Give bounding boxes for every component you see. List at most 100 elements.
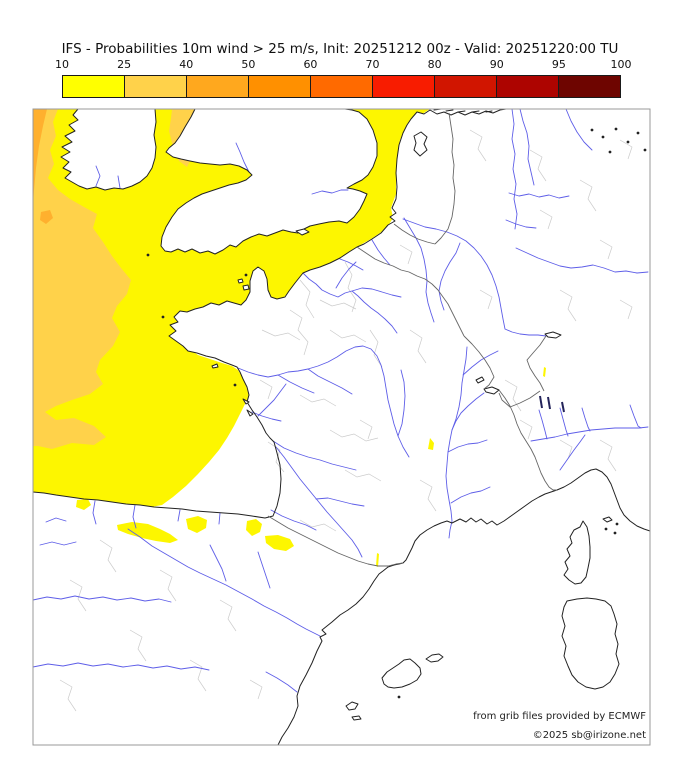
colorbar-tick-labels: 10 25 40 50 60 70 80 90 95 100 <box>0 58 680 71</box>
ile-oleron <box>246 409 254 417</box>
river-saone <box>451 346 468 431</box>
river-isere <box>447 439 488 453</box>
river-lot <box>315 497 365 507</box>
ile-de-re <box>242 398 250 405</box>
river-tajo <box>32 662 210 671</box>
colorbar-tick-80: 80 <box>427 58 442 71</box>
border-ch-east <box>526 335 547 392</box>
elba <box>602 516 613 523</box>
map-frame <box>32 108 651 746</box>
lake-geneva <box>483 386 500 395</box>
coast-ireland <box>60 108 157 191</box>
river-somme <box>339 258 364 271</box>
lake-garda <box>561 401 565 413</box>
colorbar-segment-80-90 <box>435 76 497 97</box>
river-po <box>530 426 649 442</box>
river-thames <box>311 189 349 195</box>
languedoc-spot <box>376 553 379 567</box>
sea-prob-25-40-region <box>33 109 131 449</box>
river-charente <box>251 411 282 422</box>
ijsselmeer <box>413 131 428 157</box>
river-vienne <box>257 383 287 417</box>
colorbar-segment-90-95 <box>497 76 559 97</box>
colorbar-segment-50-60 <box>249 76 311 97</box>
colorbar-segment-70-80 <box>373 76 435 97</box>
rivers <box>32 108 649 693</box>
attribution-source: from grib files provided by ECMWF <box>473 711 646 722</box>
colorbar-tick-50: 50 <box>241 58 256 71</box>
colorbar-tick-25: 25 <box>117 58 132 71</box>
pyrenees-patch-3 <box>246 519 262 536</box>
coast-formentera <box>351 715 362 721</box>
coast-corsica <box>563 520 591 585</box>
jersey <box>242 284 250 291</box>
river-neckar <box>505 219 537 229</box>
river-allier <box>397 369 406 437</box>
land-probability-patches <box>76 367 546 567</box>
cantabrian-coast-patch <box>76 499 91 510</box>
lake-como <box>547 396 551 410</box>
sea-prob-40-50-region <box>33 109 47 204</box>
lake-maggiore <box>539 395 543 409</box>
river-marne <box>351 287 402 298</box>
sea-prob-40-50-blob <box>40 210 53 224</box>
guernsey <box>237 278 244 284</box>
colorbar-tick-95: 95 <box>551 58 566 71</box>
attribution-copyright: ©2025 sb@irizone.net <box>533 730 646 741</box>
border-ch-it <box>498 390 541 408</box>
river-elbe <box>565 108 593 151</box>
colorbar-segment-40-50 <box>187 76 249 97</box>
colorbar-tick-60: 60 <box>303 58 318 71</box>
coastlines <box>32 108 651 746</box>
river-duero <box>32 595 172 603</box>
pyrenees-patch-1 <box>117 522 178 543</box>
border-fr-ch <box>463 335 495 390</box>
continent-landmass <box>33 109 650 745</box>
lake-neuchatel <box>475 376 485 384</box>
river-main <box>508 192 570 199</box>
lake-constance <box>544 331 562 339</box>
river-meuse <box>403 217 435 323</box>
colorbar-tick-40: 40 <box>179 58 194 71</box>
coast-mediterranean <box>277 468 651 746</box>
coast-menorca <box>425 653 444 663</box>
pyrenees-patch-2 <box>186 516 207 533</box>
border-fr-es <box>267 515 404 567</box>
colorbar-segment-60-70 <box>311 76 373 97</box>
colorbar-tick-10: 10 <box>55 58 69 71</box>
colorbar-segment-10-25 <box>63 76 125 97</box>
river-weser <box>511 108 518 230</box>
colorbar <box>62 75 621 98</box>
river-dordogne <box>272 440 357 471</box>
alpine-lakes <box>539 395 565 413</box>
river-cher <box>307 368 353 395</box>
colorbar-tick-70: 70 <box>365 58 380 71</box>
border-be-nl <box>393 223 436 245</box>
alps-spot <box>543 367 546 377</box>
river-moselle <box>438 242 461 311</box>
border-nl-de <box>434 112 456 245</box>
river-durance <box>450 486 491 504</box>
river-escaut <box>371 239 391 266</box>
coast-mallorca <box>381 658 422 689</box>
river-rhine <box>402 218 547 337</box>
colorbar-tick-100: 100 <box>610 58 632 71</box>
coast-ibiza <box>345 701 359 711</box>
ireland-landmass <box>61 109 156 190</box>
coast-continent-west <box>32 108 507 519</box>
river-oise <box>335 261 357 289</box>
river-garonne <box>275 446 363 558</box>
river-danube <box>515 247 649 274</box>
chart-title: IFS - Probabilities 10m wind > 25 m/s, I… <box>61 41 619 57</box>
river-rhone <box>445 392 485 539</box>
colorbar-segment-95-100 <box>559 76 620 97</box>
great-britain-landmass <box>161 109 377 254</box>
river-ebro <box>127 528 321 637</box>
river-adour <box>270 509 317 531</box>
river-doubs <box>462 350 499 376</box>
land-fills <box>33 109 650 745</box>
rhone-valley-spot <box>428 438 434 450</box>
border-fr-it <box>498 389 557 491</box>
